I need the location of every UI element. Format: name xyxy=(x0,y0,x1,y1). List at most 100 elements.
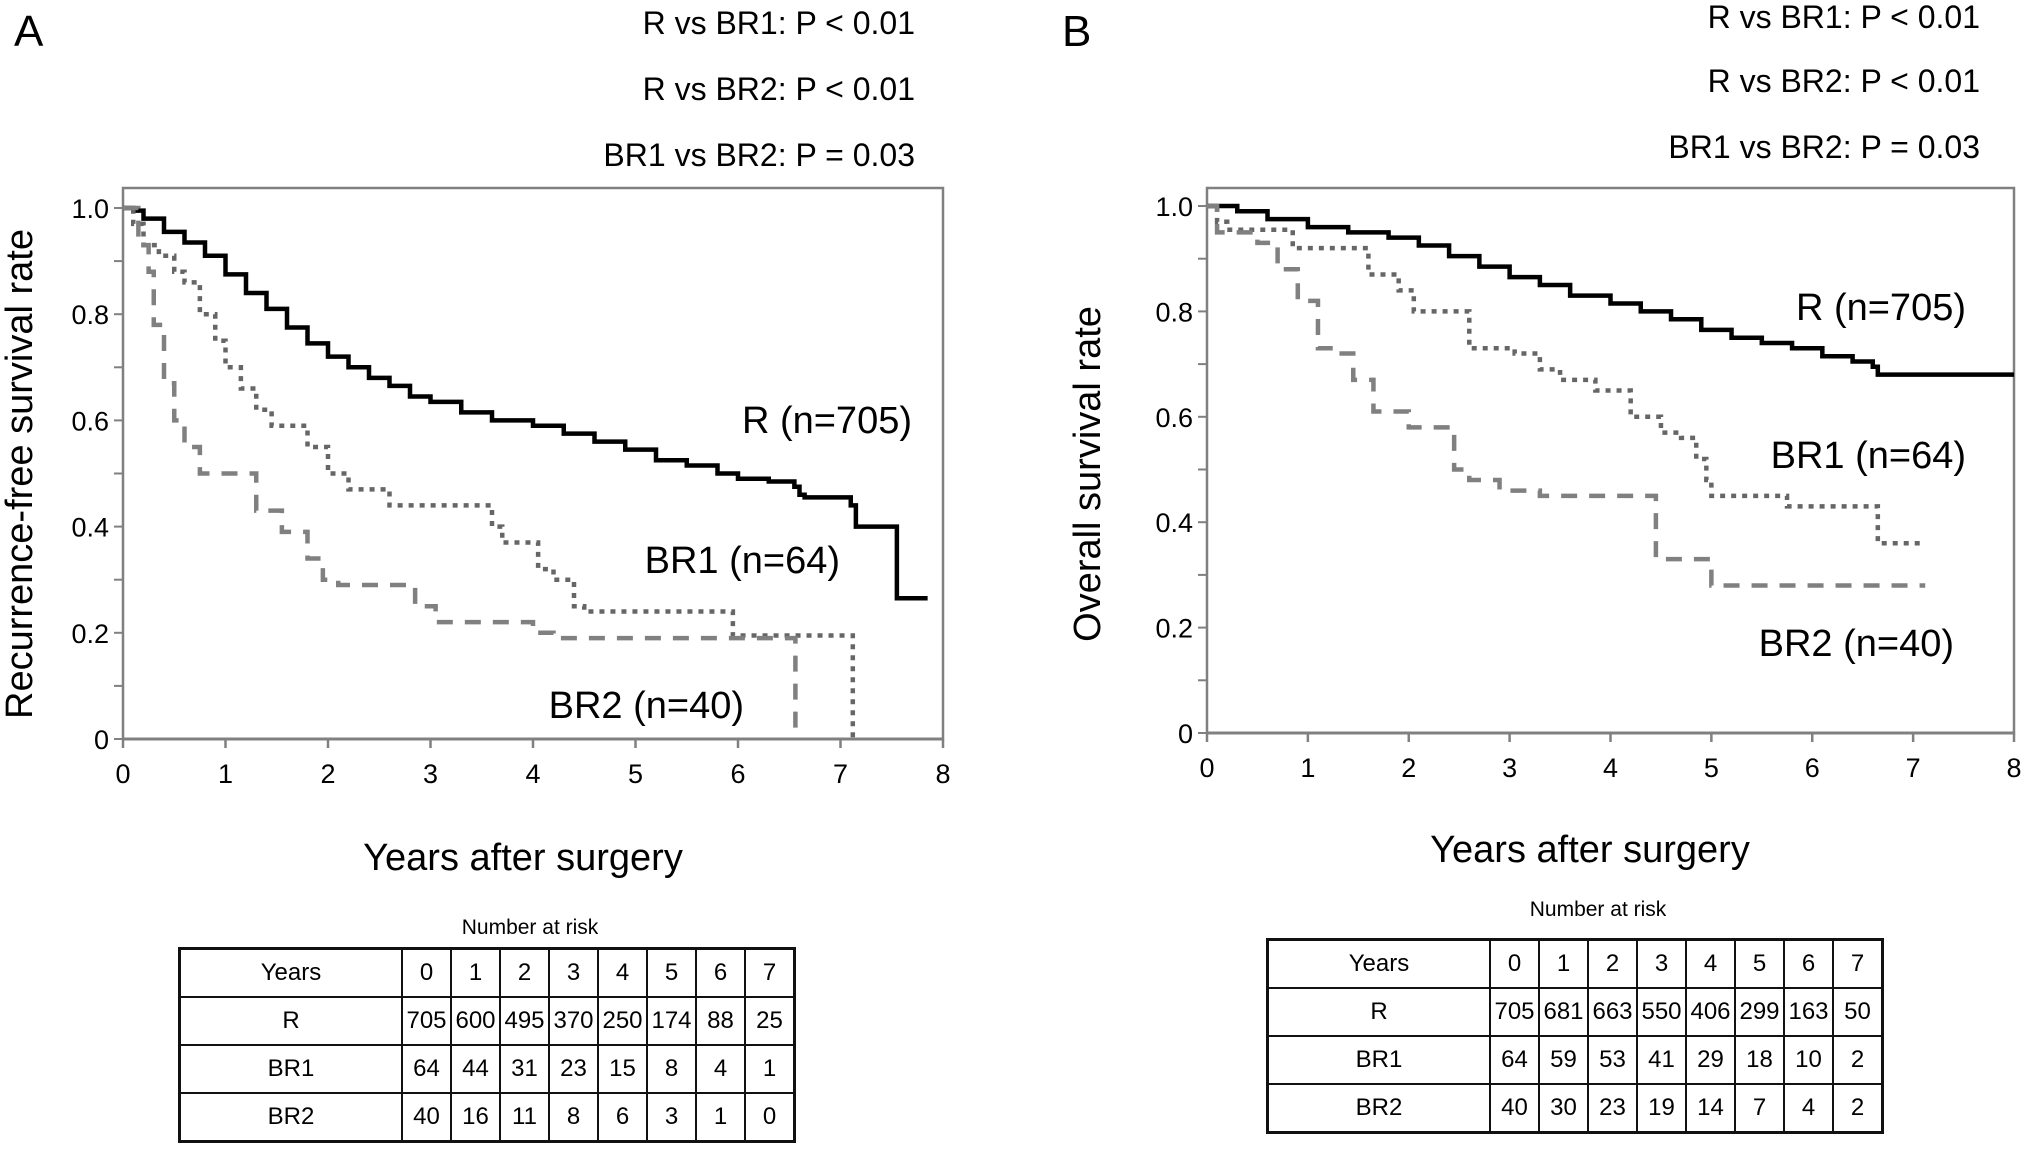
y-tick-label: 1.0 xyxy=(71,194,109,224)
risk-table-cell: 15 xyxy=(597,1044,648,1094)
risk-table-cell: 370 xyxy=(548,996,599,1046)
risk-table-cell: 495 xyxy=(499,996,550,1046)
risk-table-row: BR2 40 30 23 19 14 7 4 2 xyxy=(1266,1083,1884,1134)
risk-table-cell: 1 xyxy=(1538,938,1589,989)
risk-table-cell: 31 xyxy=(499,1044,550,1094)
risk-table-a: Years 0 1 2 3 4 5 6 7 R 705 600 495 370 250 174 88 25 BR1 6… xyxy=(178,947,796,1143)
x-tick-label: 8 xyxy=(935,759,950,789)
risk-table-cell: 406 xyxy=(1685,987,1736,1037)
risk-table-cell: 18 xyxy=(1734,1035,1785,1085)
risk-table-cell: 550 xyxy=(1636,987,1687,1037)
risk-table-cell: 0 xyxy=(744,1092,796,1143)
risk-table-cell: 44 xyxy=(450,1044,501,1094)
plot-frame-a xyxy=(121,186,945,741)
risk-table-cell: 8 xyxy=(646,1044,697,1094)
risk-table-cell: 0 xyxy=(1489,938,1540,989)
y-tick-label: 0.8 xyxy=(71,300,109,330)
risk-table-cell: 2 xyxy=(1587,938,1638,989)
risk-table-row-label: R xyxy=(1266,987,1491,1037)
risk-table-cell: 3 xyxy=(1636,938,1687,989)
risk-table-cell: 0 xyxy=(401,947,452,998)
axes-a: 0 1 2 3 4 5 6 7 8 0 0.2 0.4 0.6 0.8 1.0 xyxy=(71,194,950,789)
risk-table-row: BR2 40 16 11 8 6 3 1 0 xyxy=(178,1092,796,1143)
risk-table-cell: 7 xyxy=(744,947,796,998)
risk-table-cell: 88 xyxy=(695,996,746,1046)
risk-table-row-label: Years xyxy=(1266,938,1491,989)
series-line-br1 xyxy=(1207,203,1926,546)
x-tick-label: 6 xyxy=(1805,753,1820,783)
risk-table-cell: 10 xyxy=(1783,1035,1834,1085)
y-tick-label: 0.2 xyxy=(1155,614,1193,644)
risk-table-cell: 4 xyxy=(695,1044,746,1094)
curves-b xyxy=(1207,203,2014,588)
risk-table-cell: 4 xyxy=(597,947,648,998)
x-tick-label: 6 xyxy=(730,759,745,789)
risk-table-row: BR1 64 44 31 23 15 8 4 1 xyxy=(178,1044,796,1094)
risk-table-row-label: BR1 xyxy=(178,1044,403,1094)
risk-table-cell: 25 xyxy=(744,996,796,1046)
x-tick-label: 0 xyxy=(1199,753,1214,783)
series-label-br1-a: BR1 (n=64) xyxy=(645,540,840,582)
risk-table-header-row: Years 0 1 2 3 4 5 6 7 xyxy=(178,947,796,998)
pvalue-r-vs-br1-a: R vs BR1: P < 0.01 xyxy=(643,5,915,41)
risk-table-cell: 3 xyxy=(646,1092,697,1143)
panel-a: A R vs BR1: P < 0.01 R vs BR2: P < 0.01 … xyxy=(0,5,951,879)
panel-b: B R vs BR1: P < 0.01 R vs BR2: P < 0.01 … xyxy=(1062,0,2022,871)
x-tick-label: 7 xyxy=(833,759,848,789)
x-tick-label: 2 xyxy=(320,759,335,789)
risk-table-title-a: Number at risk xyxy=(461,916,599,939)
risk-table-title-b: Number at risk xyxy=(1529,898,1667,921)
panel-b-label: B xyxy=(1062,7,1091,56)
y-tick-label: 0 xyxy=(94,725,109,755)
axes-b: 0 1 2 3 4 5 6 7 8 0 0.2 0.4 0.6 0.8 1.0 xyxy=(1155,192,2021,783)
risk-table-cell: 19 xyxy=(1636,1083,1687,1134)
y-tick-label: 0.4 xyxy=(1155,508,1193,538)
x-axis-title-a: Years after surgery xyxy=(363,837,683,879)
y-axis-title-b: Overall survival rate xyxy=(1067,306,1109,642)
risk-table-cell: 5 xyxy=(646,947,697,998)
risk-table-row-label: Years xyxy=(178,947,403,998)
x-tick-label: 3 xyxy=(1502,753,1517,783)
panel-a-label: A xyxy=(14,7,44,56)
risk-table-row-label: BR2 xyxy=(1266,1083,1491,1134)
series-label-r-a: R (n=705) xyxy=(742,400,912,442)
risk-table-cell: 5 xyxy=(1734,938,1785,989)
risk-table-cell: 40 xyxy=(401,1092,452,1143)
risk-table-cell: 600 xyxy=(450,996,501,1046)
risk-table-cell: 1 xyxy=(695,1092,746,1143)
risk-table-cell: 50 xyxy=(1832,987,1884,1037)
risk-table-cell: 2 xyxy=(1832,1035,1884,1085)
y-tick-label: 0.2 xyxy=(71,619,109,649)
risk-table-header-row: Years 0 1 2 3 4 5 6 7 xyxy=(1266,938,1884,989)
series-label-r-b: R (n=705) xyxy=(1796,287,1966,329)
risk-table-cell: 11 xyxy=(499,1092,550,1143)
risk-table-cell: 14 xyxy=(1685,1083,1736,1134)
series-label-br2-b: BR2 (n=40) xyxy=(1759,623,1954,665)
x-tick-label: 4 xyxy=(525,759,540,789)
risk-table-cell: 174 xyxy=(646,996,697,1046)
risk-table-cell: 64 xyxy=(401,1044,452,1094)
risk-table-cell: 16 xyxy=(450,1092,501,1143)
risk-table-cell: 3 xyxy=(548,947,599,998)
y-tick-label: 0 xyxy=(1178,719,1193,749)
pvalue-br1-vs-br2-b: BR1 vs BR2: P = 0.03 xyxy=(1668,129,1980,165)
y-tick-label: 0.8 xyxy=(1155,297,1193,327)
x-tick-label: 5 xyxy=(1704,753,1719,783)
x-axis-title-b: Years after surgery xyxy=(1430,829,1750,871)
curves-a xyxy=(123,205,928,739)
risk-table-cell: 2 xyxy=(499,947,550,998)
risk-table-cell: 64 xyxy=(1489,1035,1540,1085)
x-tick-label: 2 xyxy=(1401,753,1416,783)
risk-table-cell: 705 xyxy=(1489,987,1540,1037)
risk-table-cell: 163 xyxy=(1783,987,1834,1037)
risk-table-cell: 681 xyxy=(1538,987,1589,1037)
x-tick-label: 0 xyxy=(115,759,130,789)
risk-table-cell: 7 xyxy=(1832,938,1884,989)
series-label-br2-a: BR2 (n=40) xyxy=(549,685,744,727)
risk-table-cell: 23 xyxy=(1587,1083,1638,1134)
risk-table-cell: 250 xyxy=(597,996,648,1046)
risk-table-cell: 6 xyxy=(597,1092,648,1143)
risk-table-cell: 59 xyxy=(1538,1035,1589,1085)
risk-table-cell: 41 xyxy=(1636,1035,1687,1085)
x-tick-label: 8 xyxy=(2006,753,2021,783)
